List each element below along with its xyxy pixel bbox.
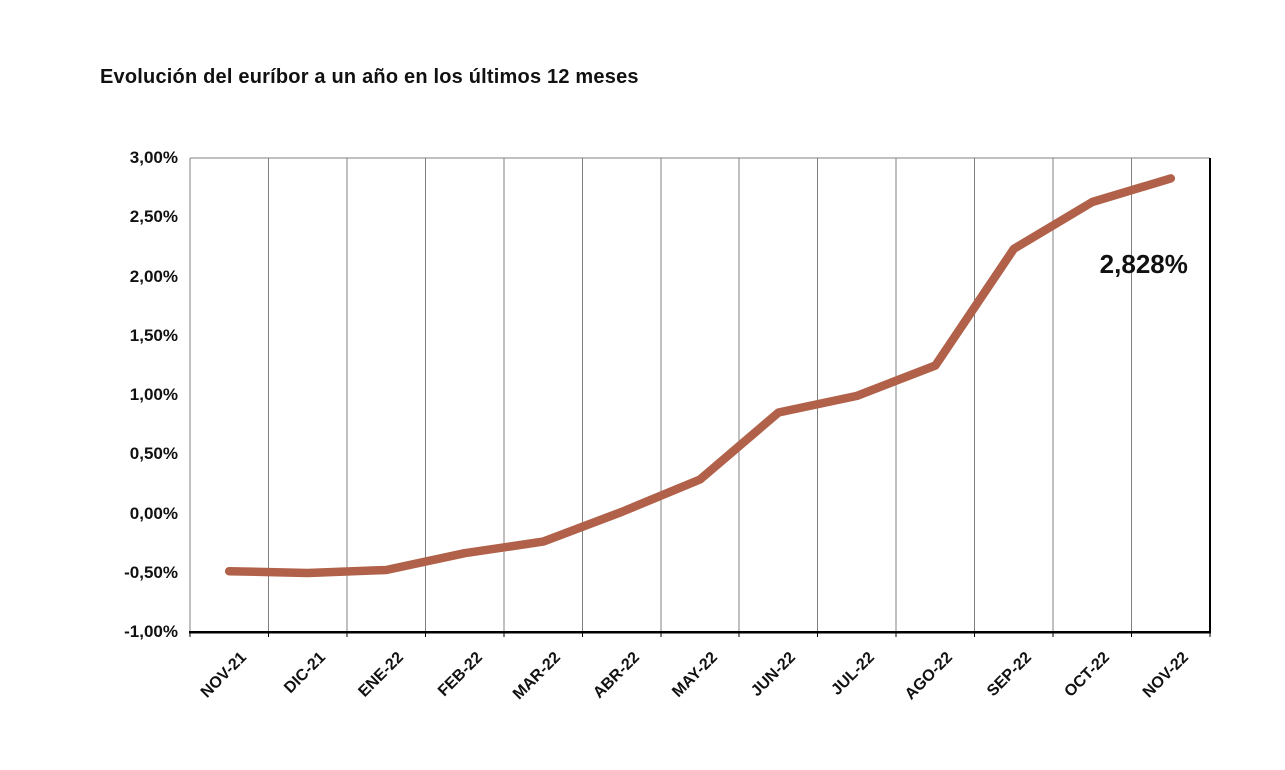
y-axis-tick-label: 0,00% xyxy=(129,503,178,523)
y-axis-tick-label: 1,50% xyxy=(129,325,178,345)
y-axis-tick-label: -1,00% xyxy=(124,622,178,641)
chart-title: Evolución del euríbor a un año en los úl… xyxy=(100,66,639,88)
last-value-data-label: 2,828% xyxy=(1099,249,1188,280)
euribor-series-line xyxy=(224,174,1176,578)
y-axis-tick-label: -0,50% xyxy=(124,562,178,582)
y-axis-tick-label: 2,50% xyxy=(129,207,178,227)
y-axis-tick-label: 3,00% xyxy=(129,148,178,167)
y-axis-tick-label: 1,00% xyxy=(129,385,178,404)
y-axis-tick-label: 0,50% xyxy=(129,444,178,464)
y-axis-tick-label: 2,00% xyxy=(129,266,178,286)
